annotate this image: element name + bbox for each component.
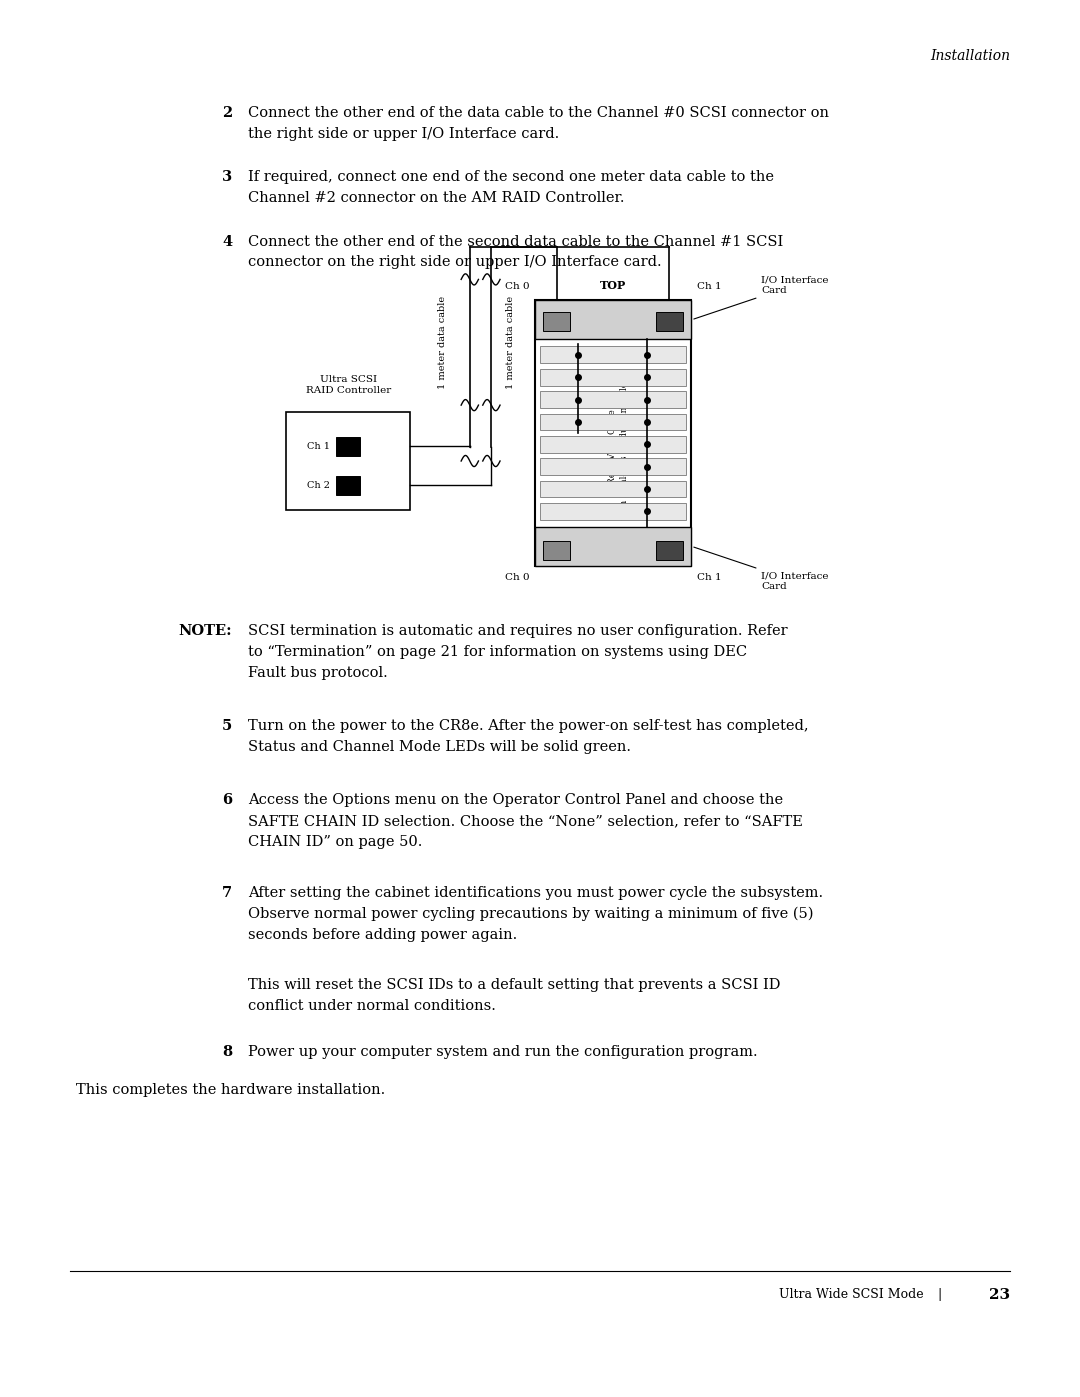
Text: Access the Options menu on the Operator Control Panel and choose the
SAFTE CHAIN: Access the Options menu on the Operator …	[248, 793, 804, 849]
FancyBboxPatch shape	[535, 300, 691, 566]
Text: Installation: Installation	[930, 49, 1010, 63]
Text: Ultra SCSI
RAID Controller: Ultra SCSI RAID Controller	[306, 376, 391, 395]
Text: Ch 1: Ch 1	[697, 573, 721, 581]
Text: 6: 6	[222, 793, 232, 807]
Bar	[540, 458, 686, 475]
Text: I/O Interface
Card: I/O Interface Card	[693, 548, 829, 591]
Text: 5: 5	[222, 719, 232, 733]
Text: Ch 0: Ch 0	[504, 282, 529, 291]
Bar	[540, 503, 686, 520]
Text: This completes the hardware installation.: This completes the hardware installation…	[76, 1083, 384, 1097]
Text: Power up your computer system and run the configuration program.: Power up your computer system and run th…	[248, 1045, 758, 1059]
Text: 2: 2	[222, 106, 232, 120]
Text: This will reset the SCSI IDs to a default setting that prevents a SCSI ID
confli: This will reset the SCSI IDs to a defaul…	[248, 978, 781, 1013]
Bar	[540, 391, 686, 408]
Text: Ultra Wide SCSI Mode: Ultra Wide SCSI Mode	[779, 1288, 923, 1301]
Bar	[540, 346, 686, 363]
Text: SCSI termination is automatic and requires no user configuration. Refer
to “Term: SCSI termination is automatic and requir…	[248, 624, 788, 680]
Bar	[540, 436, 686, 453]
Text: If required, connect one end of the second one meter data cable to the
Channel #: If required, connect one end of the seco…	[248, 170, 774, 205]
Text: Connect the other end of the data cable to the Channel #0 SCSI connector on
the : Connect the other end of the data cable …	[248, 106, 829, 141]
Bar	[540, 369, 686, 386]
Text: Ch 2: Ch 2	[307, 481, 329, 490]
Bar	[535, 527, 691, 566]
Text: 23: 23	[988, 1288, 1010, 1302]
Text: 3: 3	[222, 170, 232, 184]
Bar	[543, 312, 570, 331]
Text: Ch 1: Ch 1	[697, 282, 721, 291]
Text: 1 meter data cable: 1 meter data cable	[507, 296, 515, 388]
Text: Ch 1: Ch 1	[307, 441, 329, 451]
Text: 7: 7	[222, 886, 232, 900]
Text: NOTE:: NOTE:	[178, 624, 232, 638]
Bar	[540, 481, 686, 497]
Text: TOP: TOP	[599, 279, 626, 291]
Text: Ch 0: Ch 0	[504, 573, 529, 581]
Bar	[656, 312, 683, 331]
Text: Rear View CR8e
with Dual-Bus Module installed.: Rear View CR8e with Dual-Bus Module inst…	[608, 373, 629, 521]
Bar	[656, 541, 683, 560]
Bar	[543, 541, 570, 560]
Bar	[336, 436, 360, 455]
Bar	[535, 300, 691, 339]
Bar	[336, 476, 360, 496]
Text: Connect the other end of the second data cable to the Channel #1 SCSI
connector : Connect the other end of the second data…	[248, 235, 784, 270]
Text: Turn on the power to the CR8e. After the power-on self-test has completed,
Statu: Turn on the power to the CR8e. After the…	[248, 719, 809, 754]
FancyBboxPatch shape	[286, 412, 410, 510]
Text: 1 meter data cable: 1 meter data cable	[438, 296, 447, 388]
Text: After setting the cabinet identifications you must power cycle the subsystem.
Ob: After setting the cabinet identification…	[248, 886, 824, 942]
Text: 4: 4	[222, 235, 232, 249]
Text: I/O Interface
Card: I/O Interface Card	[693, 275, 829, 319]
Text: 8: 8	[222, 1045, 232, 1059]
Bar	[540, 414, 686, 430]
Text: |: |	[937, 1288, 942, 1301]
